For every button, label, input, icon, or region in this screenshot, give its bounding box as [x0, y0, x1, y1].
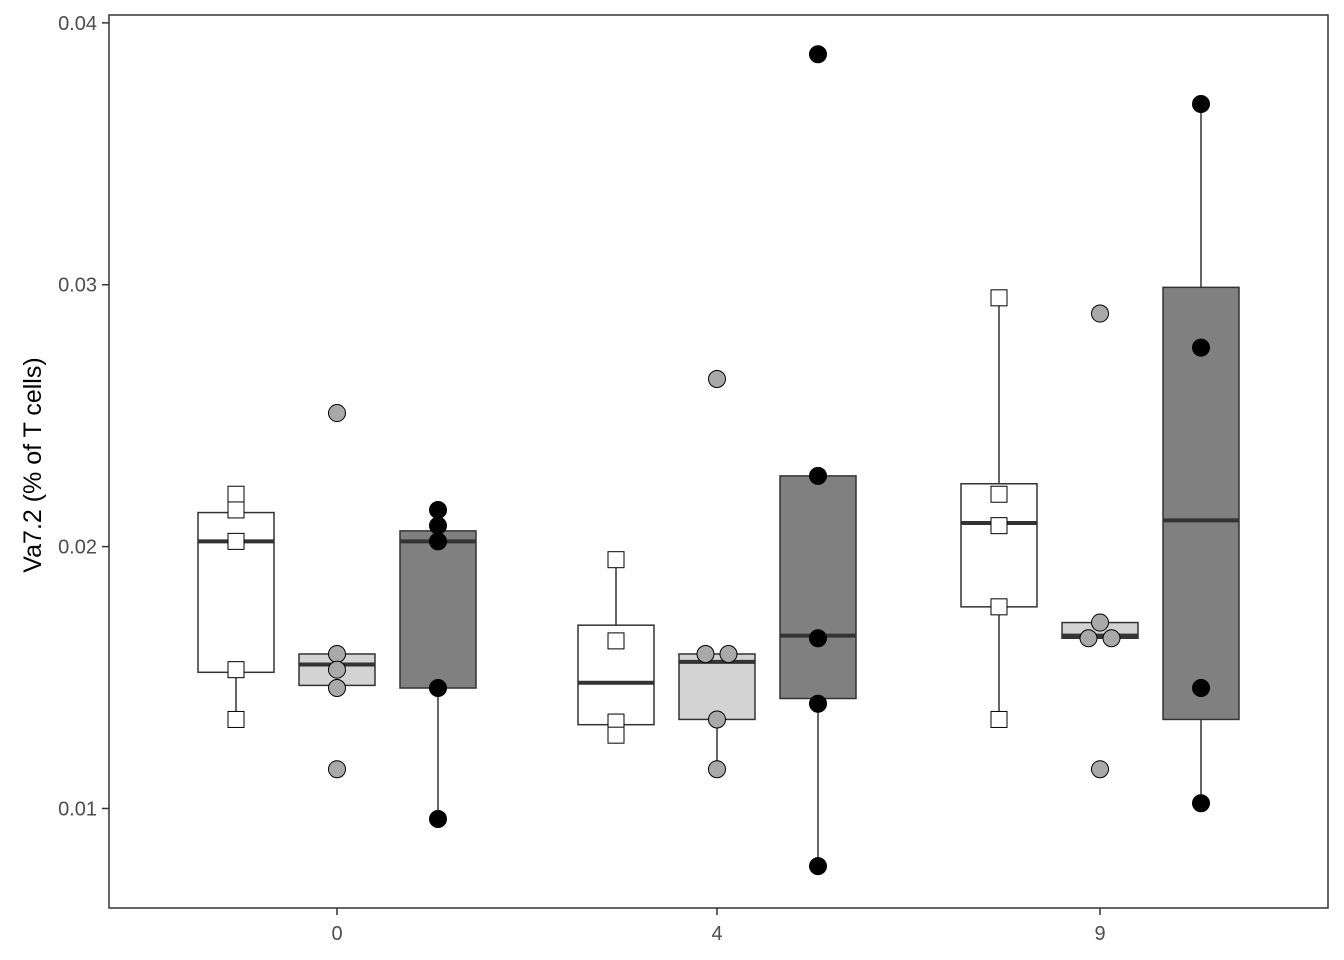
box-body [678, 653, 756, 721]
box-series-2-day-4 [678, 370, 756, 779]
data-point-square [990, 485, 1008, 503]
data-point-circle [328, 404, 346, 423]
data-point-circle [429, 532, 447, 551]
data-point-square [607, 632, 625, 650]
x-axis: 0 4 9 [331, 908, 1106, 945]
data-point-square [990, 598, 1008, 616]
box-series-3-day-0 [399, 500, 477, 828]
data-point-circle [696, 644, 715, 663]
data-point-circle [429, 809, 447, 828]
y-axis-title: Va7.2 (% of T cells) [19, 357, 47, 572]
box-body [399, 530, 477, 689]
box-body [1162, 286, 1240, 721]
data-point-square [227, 710, 245, 728]
data-point-square [227, 532, 245, 550]
data-point-circle [809, 857, 827, 876]
data-point-square [227, 485, 245, 503]
box-body [960, 483, 1038, 608]
data-point-circle [429, 500, 447, 519]
y-tick-label: 0.01 [58, 798, 97, 820]
data-point-circle [429, 516, 447, 535]
data-point-circle [1192, 338, 1210, 357]
box-series-2-day-9 [1061, 304, 1139, 779]
data-point-circle [1192, 95, 1210, 114]
data-point-circle [719, 644, 738, 663]
data-point-square [990, 289, 1008, 307]
y-tick-label: 0.03 [58, 275, 97, 297]
data-point-circle [1091, 304, 1109, 323]
data-point-circle [429, 679, 447, 698]
box-body [779, 475, 857, 700]
y-tick-label: 0.02 [58, 537, 97, 559]
box-series-1-day-4 [577, 551, 655, 744]
data-point-circle [328, 679, 346, 698]
data-point-square [607, 726, 625, 744]
y-tick-label: 0.04 [58, 13, 97, 35]
panel-border [108, 14, 1329, 909]
box-series-3-day-9 [1162, 95, 1240, 813]
data-point-circle [328, 760, 346, 779]
data-point-circle [1079, 629, 1098, 648]
data-point-circle [328, 660, 346, 679]
data-point-circle [1091, 760, 1109, 779]
data-point-circle [1091, 613, 1109, 632]
x-tick-label: 0 [331, 923, 342, 945]
y-axis: 0.01 0.02 0.03 0.04 [58, 13, 109, 820]
plot-area [197, 45, 1240, 876]
data-point-square [227, 501, 245, 519]
x-tick-label: 4 [711, 923, 722, 945]
data-point-circle [708, 370, 726, 389]
box-series-3-day-4 [779, 45, 857, 876]
data-point-circle [708, 710, 726, 729]
box-series-1-day-9 [960, 289, 1038, 728]
box-series-2-day-0 [298, 404, 376, 779]
data-point-circle [809, 694, 827, 713]
data-point-circle [1192, 679, 1210, 698]
data-point-square [607, 551, 625, 569]
data-point-square [990, 517, 1008, 535]
data-point-circle [1192, 794, 1210, 813]
data-point-circle [809, 629, 827, 648]
data-point-square [227, 661, 245, 679]
data-point-circle [328, 644, 346, 663]
data-point-circle [708, 760, 726, 779]
box-series-1-day-0 [197, 485, 275, 728]
data-point-circle [1102, 629, 1121, 648]
x-tick-label: 9 [1094, 923, 1105, 945]
data-point-circle [809, 466, 827, 485]
data-point-square [990, 710, 1008, 728]
data-point-circle [809, 45, 827, 64]
